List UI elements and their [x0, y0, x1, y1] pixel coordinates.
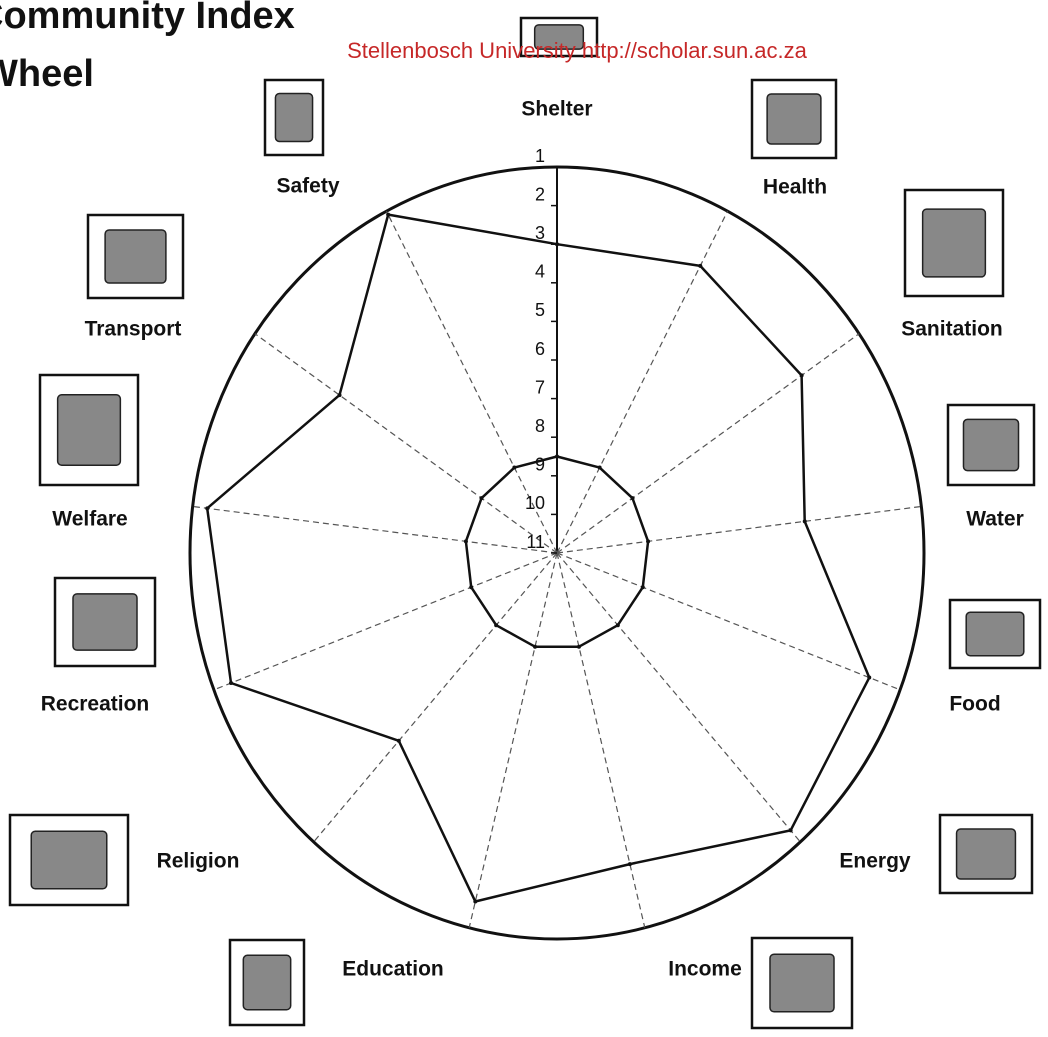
category-icon: [88, 215, 183, 298]
icon-picture: [957, 829, 1016, 879]
category-label: Transport: [85, 318, 182, 341]
spoke: [557, 506, 921, 553]
spoke: [255, 334, 557, 553]
vertex: [628, 862, 632, 866]
r-tick-label: 4: [535, 262, 545, 282]
vertex: [494, 623, 498, 627]
vertex: [464, 539, 468, 543]
category-label: Food: [949, 693, 1000, 716]
vertex: [867, 676, 871, 680]
r-tick-label: 11: [526, 532, 545, 552]
r-tick-label: 2: [535, 184, 545, 204]
category-label: Health: [763, 176, 827, 199]
vertex: [338, 393, 342, 397]
icon-picture: [73, 594, 137, 650]
icon-picture: [31, 831, 107, 889]
vertex: [479, 496, 483, 500]
icon-picture: [105, 230, 166, 283]
vertex: [598, 466, 602, 470]
vertex: [646, 539, 650, 543]
r-tick-label: 7: [535, 377, 545, 397]
vertex: [205, 506, 209, 510]
r-tick-label: 10: [525, 493, 545, 513]
category-label: Energy: [839, 850, 911, 873]
vertex: [803, 519, 807, 523]
spoke: [557, 553, 800, 842]
vertex: [386, 213, 390, 217]
spoke: [557, 553, 900, 690]
vertex: [800, 373, 804, 377]
category-icon: [10, 815, 128, 905]
r-tick-label: 9: [535, 455, 545, 475]
vertex: [397, 739, 401, 743]
chart: Community Index Wheel 1234567891011 Shel…: [0, 0, 1048, 1037]
category-label: Education: [342, 958, 444, 981]
r-tick-label: 6: [535, 339, 545, 359]
watermark: Stellenbosch University http://scholar.s…: [347, 38, 808, 63]
icon-picture: [966, 612, 1024, 656]
vertex: [641, 585, 645, 589]
vertex: [473, 900, 477, 904]
vertex: [631, 496, 635, 500]
category-icon: [55, 578, 155, 666]
category-label: Welfare: [52, 508, 127, 531]
spoke: [557, 211, 728, 553]
vertex: [698, 264, 702, 268]
vertex: [616, 623, 620, 627]
category-icon: [752, 938, 852, 1028]
category-label: Safety: [276, 175, 339, 198]
category-label: Recreation: [41, 693, 150, 716]
vertex: [469, 585, 473, 589]
vertex: [512, 466, 516, 470]
category-label: Income: [668, 958, 742, 981]
category-label: Religion: [157, 850, 240, 873]
category-icon: [948, 405, 1034, 485]
icon-picture: [923, 209, 986, 277]
spoke: [557, 334, 859, 553]
vertex: [229, 681, 233, 685]
category-label: Sanitation: [901, 318, 1003, 341]
category-icon: [265, 80, 323, 155]
icon-picture: [963, 419, 1018, 470]
r-tick-label: 5: [535, 300, 545, 320]
category-icon: [40, 375, 138, 485]
chart-title: Community Index: [0, 0, 295, 37]
category-label: Water: [966, 508, 1024, 531]
r-tick-label: 8: [535, 416, 545, 436]
chart-title: Wheel: [0, 53, 94, 95]
category-icon: [940, 815, 1032, 893]
spoke: [314, 553, 557, 842]
icon-picture: [243, 955, 290, 1009]
icon-picture: [58, 395, 121, 465]
vertex: [555, 242, 559, 246]
category-icon: [230, 940, 304, 1025]
vertex: [577, 645, 581, 649]
category-icon: [950, 600, 1040, 668]
category-icon: [752, 80, 836, 158]
icon-picture: [275, 94, 312, 142]
spoke: [469, 553, 557, 928]
icon-picture: [770, 954, 834, 1012]
vertex: [555, 455, 559, 459]
spoke: [214, 553, 557, 690]
spoke: [193, 506, 557, 553]
category-icon: [905, 190, 1003, 296]
icon-picture: [767, 94, 821, 144]
vertex: [789, 828, 793, 832]
vertex: [533, 645, 537, 649]
category-label: Shelter: [521, 98, 592, 121]
r-tick-label: 1: [535, 146, 545, 166]
